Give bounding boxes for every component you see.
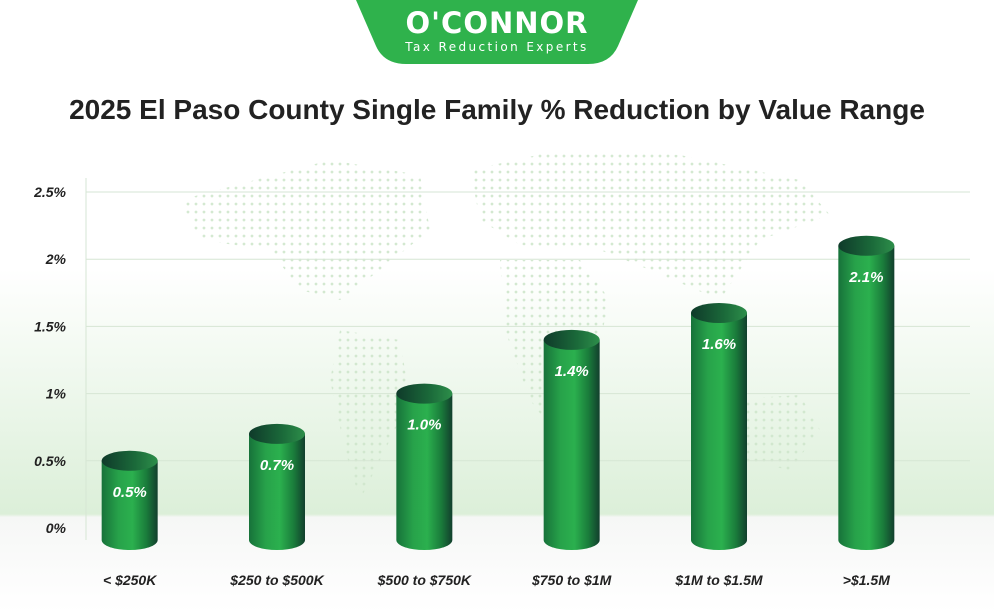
bar-body (691, 312, 747, 550)
data-label: 1.0% (407, 417, 441, 434)
x-tick-label: < $250K (103, 572, 157, 588)
bars: 0.5% 0.7% 1.0% 1.4% 1.6% 2.1% (101, 235, 895, 550)
bar: 0.7% (249, 423, 305, 550)
x-tick-label: >$1.5M (843, 572, 890, 588)
x-axis-labels: < $250K $250 to $500K $500 to $750K $750 to… (103, 572, 890, 588)
x-tick-label: $500 to $750K (377, 572, 472, 588)
gridlines (85, 178, 970, 540)
x-tick-label: $1M to $1.5M (674, 572, 762, 588)
y-tick-label: 2.5% (33, 184, 66, 200)
bar: 1.0% (396, 383, 453, 550)
bar: 1.4% (543, 329, 600, 550)
y-tick-label: 1% (46, 386, 67, 402)
x-tick-label: $250 to $500K (229, 572, 324, 588)
chart-title: 2025 El Paso County Single Family % Redu… (69, 94, 925, 125)
y-axis-ticks: 0% 0.5% 1% 1.5% 2% 2.5% (33, 184, 66, 536)
bar-body (543, 339, 600, 550)
data-label: 0.7% (260, 457, 294, 474)
bar-body (838, 245, 895, 550)
y-tick-label: 0.5% (34, 453, 66, 469)
brand-logo: O'CONNOR Tax Reduction Experts (356, 0, 638, 64)
y-tick-label: 0% (46, 520, 67, 536)
logo-tab-shape (356, 0, 638, 64)
bar-top (838, 235, 895, 256)
data-label: 0.5% (113, 484, 147, 501)
data-label: 1.4% (555, 363, 589, 380)
bar-top (691, 302, 747, 323)
brand-tagline: Tax Reduction Experts (405, 40, 589, 54)
brand-name: O'CONNOR (405, 6, 589, 40)
bar-top (396, 383, 453, 404)
y-tick-label: 1.5% (34, 318, 66, 334)
bar-body (101, 460, 158, 550)
y-tick-label: 2% (45, 251, 67, 267)
bar-top (543, 329, 600, 350)
bar: 0.5% (101, 450, 158, 550)
bar-top (249, 423, 305, 444)
data-label: 1.6% (702, 336, 736, 353)
bar: 1.6% (691, 302, 747, 550)
x-tick-label: $750 to $1M (531, 572, 612, 588)
data-label: 2.1% (848, 269, 883, 286)
bar-top (101, 450, 158, 471)
bar: 2.1% (838, 235, 895, 550)
bar-body (249, 433, 305, 550)
bar-body (396, 393, 453, 550)
